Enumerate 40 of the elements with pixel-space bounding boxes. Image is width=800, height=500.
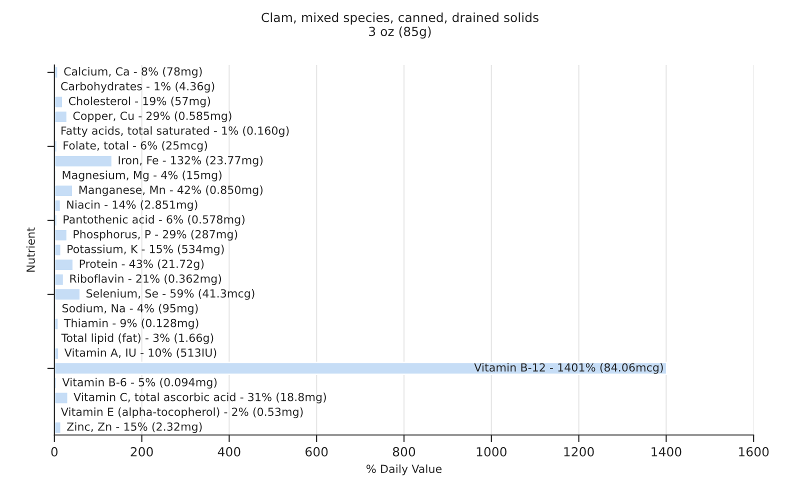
y-tick-label: Pantothenic acid - 6% (0.578mg) [64, 215, 245, 226]
y-tick-label: Folate, total - 6% (25mcg) [64, 141, 208, 152]
x-tick-label: 1200 [564, 447, 594, 456]
y-tick-label: Protein - 43% (21.72g) [80, 259, 204, 270]
y-tick-label: Cholesterol - 19% (57mg) [68, 96, 210, 108]
y-tick-label: Vitamin E (alpha-tocopherol) - 2% (0.53mg) [60, 407, 303, 418]
chart-title: Clam, mixed species, canned, drained solids [262, 12, 538, 25]
x-tick-label: 400 [218, 447, 240, 456]
x-axis-title: % Daily Value [366, 464, 442, 476]
y-tick-label: Vitamin C, total ascorbic acid - 31% (18.8mg) [74, 392, 326, 404]
y-tick-label: Vitamin A, IU - 10% (513IU) [64, 348, 216, 358]
x-tick-label: 800 [392, 447, 416, 456]
bar [54, 346, 60, 360]
y-tick-label: Fatty acids, total saturated - 1% (0.160g) [62, 126, 289, 137]
x-tick-label: 1600 [739, 447, 769, 456]
y-tick-label: Zinc, Zn - 15% (2.32mg) [67, 422, 202, 433]
y-tick-label: Magnesium, Mg - 4% (15mg) [62, 170, 222, 182]
y-tick-label: Copper, Cu - 29% (0.585mg) [73, 111, 232, 122]
y-tick-label: Calcium, Ca - 8% (78mg) [64, 67, 202, 78]
x-tick-label: 1000 [476, 447, 506, 456]
y-tick-label: Niacin - 14% (2.851mg) [67, 200, 198, 211]
y-tick-label: Potassium, K - 15% (534mg) [68, 244, 224, 256]
chart-subtitle: 3 oz (85g) [369, 26, 431, 39]
y-tick-label: Selenium, Se - 59% (41.3mcg) [86, 289, 254, 300]
y-tick-label: Iron, Fe - 132% (23.77mg) [118, 156, 263, 167]
y-tick-label: Sodium, Na - 4% (95mg) [62, 304, 198, 315]
y-tick-label: Thiamin - 9% (0.128mg) [64, 318, 198, 330]
x-tick-label: 0 [51, 447, 58, 456]
y-tick-label: Carbohydrates - 1% (4.36g) [61, 82, 214, 93]
x-tick-label: 1400 [652, 447, 682, 456]
y-tick-label: Vitamin B-12 - 1401% (84.06mcg) [474, 363, 663, 374]
y-tick-label: Total lipid (fat) - 3% (1.66g) [61, 333, 214, 344]
bar [54, 420, 62, 434]
x-tick-label: 600 [306, 447, 328, 456]
y-tick-label: Vitamin B-6 - 5% (0.094mg) [62, 378, 217, 389]
y-tick-label: Riboflavin - 21% (0.362mg) [70, 274, 222, 285]
y-tick-label: Manganese, Mn - 42% (0.850mg) [79, 185, 263, 196]
y-axis-title: Nutrient [26, 227, 35, 272]
y-tick-label: Phosphorus, P - 29% (287mg) [74, 230, 238, 241]
x-tick-label: 200 [130, 447, 153, 456]
